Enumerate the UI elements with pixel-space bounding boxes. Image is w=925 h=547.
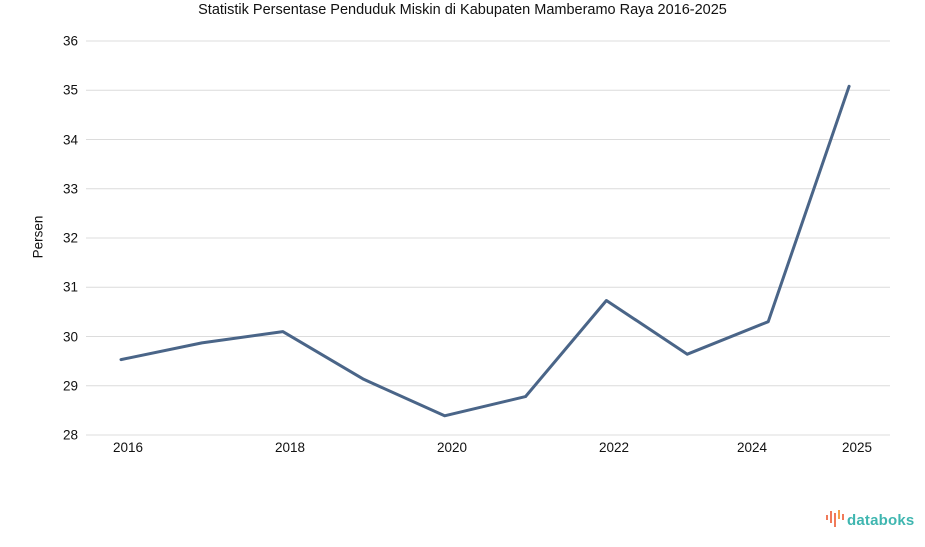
x-tick-label: 2020 — [436, 440, 468, 455]
databoks-bars-icon — [825, 509, 845, 532]
y-tick-label: 28 — [62, 427, 78, 443]
y-tick-label: 34 — [62, 132, 78, 147]
series-line — [119, 84, 851, 418]
gridlines — [86, 40, 890, 436]
x-tick-label: 2025 — [841, 440, 873, 455]
x-tick-label: 2024 — [736, 440, 768, 455]
y-tick-label: 29 — [62, 378, 78, 394]
y-tick-label: 35 — [62, 82, 78, 98]
x-tick-label: 2016 — [112, 440, 144, 455]
databoks-logo-text: databoks — [847, 512, 915, 529]
y-tick-label: 30 — [62, 329, 78, 344]
databoks-logo: databoks — [825, 509, 914, 532]
y-tick-label: 31 — [62, 279, 78, 295]
y-tick-label: 33 — [62, 181, 78, 197]
y-tick-label: 36 — [62, 33, 78, 49]
y-tick-label: 32 — [62, 230, 78, 246]
x-tick-label: 2018 — [274, 440, 306, 455]
chart-title: Statistik Persentase Penduduk Miskin di … — [198, 2, 727, 18]
x-tick-label: 2022 — [598, 440, 630, 455]
